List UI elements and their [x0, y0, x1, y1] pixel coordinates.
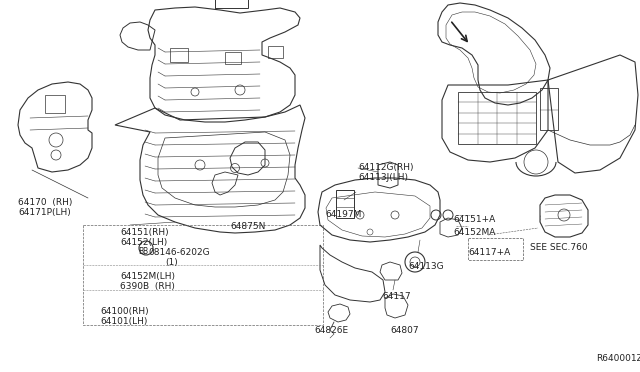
- Text: 64117: 64117: [382, 292, 411, 301]
- Bar: [83, 225, 323, 325]
- Bar: [468, 238, 523, 260]
- Text: 64170  (RH): 64170 (RH): [18, 198, 72, 207]
- Text: 64171P(LH): 64171P(LH): [18, 208, 71, 217]
- Text: 64152(LH): 64152(LH): [120, 238, 167, 247]
- Text: 64151+A: 64151+A: [453, 215, 495, 224]
- Text: B: B: [138, 247, 143, 256]
- Text: 64152MA: 64152MA: [453, 228, 495, 237]
- Text: 64113J(LH): 64113J(LH): [358, 173, 408, 182]
- Text: 64117+A: 64117+A: [468, 248, 510, 257]
- Text: 6390B  (RH): 6390B (RH): [120, 282, 175, 291]
- Text: 64875N: 64875N: [230, 222, 266, 231]
- Text: 64112G(RH): 64112G(RH): [358, 163, 413, 172]
- Text: 64113G: 64113G: [408, 262, 444, 271]
- Bar: [170, 48, 188, 62]
- Text: 08146-6202G: 08146-6202G: [148, 248, 210, 257]
- Text: (1): (1): [165, 258, 178, 267]
- Text: SEE SEC.760: SEE SEC.760: [530, 243, 588, 252]
- Bar: [268, 46, 283, 58]
- Text: 64152M(LH): 64152M(LH): [120, 272, 175, 281]
- Text: B: B: [142, 247, 147, 256]
- Text: 64197M: 64197M: [325, 210, 362, 219]
- Bar: [45, 95, 65, 113]
- Bar: [540, 88, 558, 130]
- Text: 64151(RH): 64151(RH): [120, 228, 168, 237]
- Bar: [225, 52, 241, 64]
- Bar: [336, 190, 354, 218]
- Text: 64807: 64807: [390, 326, 419, 335]
- Bar: [458, 92, 536, 144]
- Text: R640001Z: R640001Z: [596, 354, 640, 363]
- Text: 64826E: 64826E: [314, 326, 348, 335]
- Text: 64100(RH): 64100(RH): [100, 307, 148, 316]
- Text: 64101(LH): 64101(LH): [100, 317, 147, 326]
